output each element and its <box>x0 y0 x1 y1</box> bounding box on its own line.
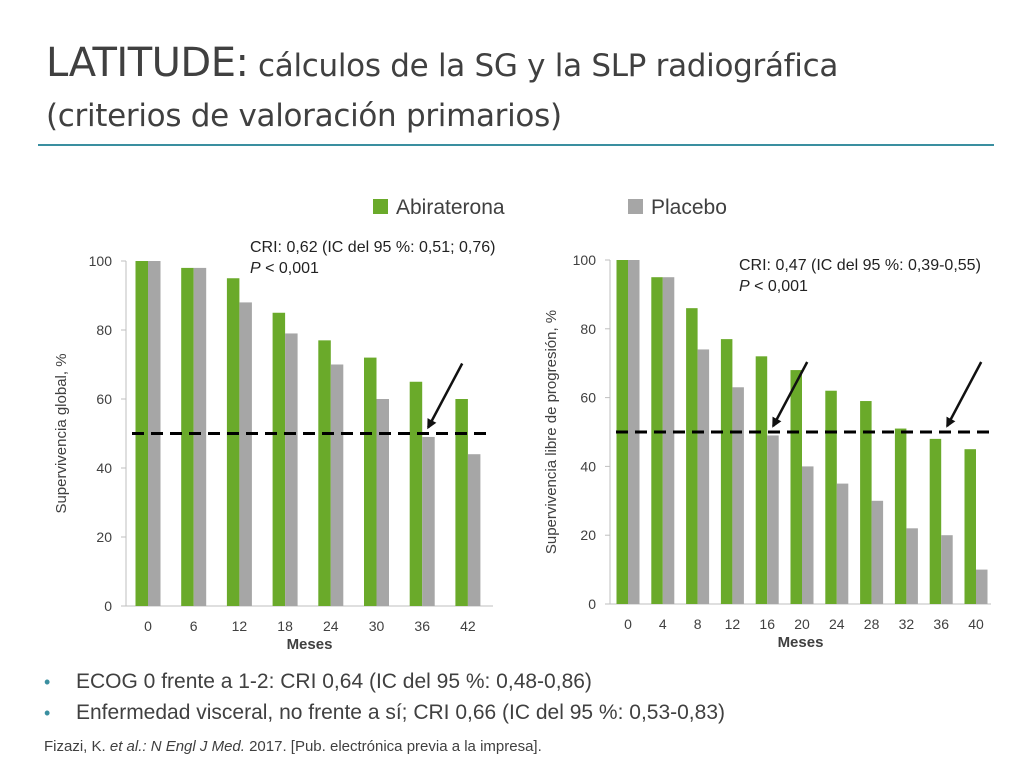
right-y-tick-label: 100 <box>573 252 597 268</box>
right-x-tick-label: 32 <box>899 616 915 632</box>
right-chart-annotation: CRI: 0,47 (IC del 95 %: 0,39-0,55) P < 0… <box>739 255 981 297</box>
title-divider <box>38 144 994 146</box>
right-bar-abiraterona <box>860 401 872 604</box>
left-bar-placebo <box>330 364 344 606</box>
left-x-axis-title: Meses <box>287 636 333 653</box>
bullet-item: • Enfermedad visceral, no frente a sí; CR… <box>44 697 725 728</box>
left-bar-abiraterona <box>364 357 377 606</box>
right-bar-abiraterona <box>651 277 663 604</box>
right-y-tick-label: 40 <box>580 458 596 474</box>
right-bar-placebo <box>732 387 744 604</box>
legend-swatch-placebo <box>628 198 643 214</box>
slide-title: LATITUDE: cálculos de la SG y la SLP rad… <box>46 38 996 141</box>
title-colon: : <box>235 40 249 86</box>
right-y-tick-label: 0 <box>588 596 596 612</box>
legend-swatch-abiraterona <box>373 198 388 214</box>
left-bar-placebo <box>285 333 298 606</box>
right-bar-placebo <box>941 535 953 604</box>
left-y-tick-label: 40 <box>96 460 112 476</box>
right-p-value: P < 0,001 <box>739 278 808 295</box>
right-x-tick-label: 8 <box>694 616 702 632</box>
left-x-tick-label: 0 <box>144 618 152 634</box>
legend-item-abiraterona: Abiraterona <box>373 196 505 224</box>
right-bar-placebo <box>871 500 884 604</box>
right-bar-placebo <box>767 435 779 604</box>
right-x-tick-label: 28 <box>864 616 880 632</box>
legend-label-abiraterona: Abiraterona <box>396 196 505 219</box>
left-y-tick-label: 20 <box>96 529 112 545</box>
left-p-value: P < 0,001 <box>250 260 319 277</box>
right-bar-abiraterona <box>894 428 907 604</box>
legend-item-placebo: Placebo <box>628 196 727 224</box>
left-bar-abiraterona <box>409 381 423 606</box>
bullet-dot-icon: • <box>44 703 51 723</box>
left-y-axis-title: Supervivencia global, % <box>53 353 70 513</box>
title-brand: LATITUDE <box>46 40 236 86</box>
right-x-tick-label: 0 <box>624 616 632 632</box>
left-y-tick-label: 60 <box>96 391 112 407</box>
left-bar-placebo <box>376 399 389 606</box>
left-x-tick-label: 18 <box>277 618 293 634</box>
right-bar-placebo <box>628 260 640 604</box>
right-x-tick-label: 16 <box>759 616 775 632</box>
right-y-tick-label: 60 <box>580 390 596 406</box>
left-x-tick-label: 24 <box>323 618 339 634</box>
right-bar-abiraterona <box>825 390 837 604</box>
right-x-axis-title: Meses <box>778 634 824 651</box>
left-bar-abiraterona <box>226 278 240 606</box>
citation: Fizazi, K. et al.: N Engl J Med. 2017. [… <box>44 738 542 755</box>
left-y-tick-label: 0 <box>104 598 112 614</box>
left-bar-abiraterona <box>181 267 194 606</box>
left-chart-annotation: CRI: 0,62 (IC del 95 %: 0,51; 0,76) P < … <box>250 237 495 279</box>
right-bar-abiraterona <box>686 308 698 604</box>
left-bar-placebo <box>193 267 207 606</box>
left-bar-abiraterona <box>455 399 468 606</box>
left-x-tick-label: 6 <box>190 618 198 634</box>
right-y-axis-title: Supervivencia libre de progresión, % <box>543 310 560 554</box>
right-bar-abiraterona <box>720 339 733 604</box>
left-bar-abiraterona <box>318 340 331 606</box>
right-x-tick-label: 24 <box>829 616 845 632</box>
right-y-tick-label: 20 <box>580 527 596 543</box>
left-x-tick-label: 36 <box>414 618 430 634</box>
left-x-tick-label: 30 <box>369 618 385 634</box>
right-x-tick-label: 36 <box>933 616 949 632</box>
right-bar-placebo <box>802 466 814 604</box>
right-x-tick-label: 20 <box>794 616 810 632</box>
right-bar-abiraterona <box>790 370 802 604</box>
left-x-tick-label: 42 <box>460 618 476 634</box>
left-y-tick-label: 100 <box>89 253 113 269</box>
right-bar-abiraterona <box>755 356 768 604</box>
bullet-dot-icon: • <box>44 672 51 692</box>
left-bar-placebo <box>239 302 252 606</box>
right-y-tick-label: 80 <box>580 321 596 337</box>
right-bar-placebo <box>662 277 675 604</box>
left-hazard-ratio: CRI: 0,62 (IC del 95 %: 0,51; 0,76) <box>250 239 496 256</box>
title-rest: cálculos de la SG y la SLP radiográfica <box>248 48 839 84</box>
bullet-item: • ECOG 0 frente a 1-2: CRI 0,64 (IC del 9… <box>44 666 725 697</box>
right-bar-placebo <box>906 528 918 604</box>
left-arrow-icon <box>427 362 464 430</box>
right-bar-abiraterona <box>964 449 976 604</box>
legend-label-placebo: Placebo <box>651 196 727 219</box>
left-bar-placebo <box>422 436 435 606</box>
right-arrow-icon <box>946 361 983 428</box>
title-line2: (criterios de valoración primarios) <box>46 98 562 134</box>
left-bar-placebo <box>467 454 481 606</box>
bullet-list: • ECOG 0 frente a 1-2: CRI 0,64 (IC del 9… <box>44 666 725 728</box>
right-arrow-icon <box>772 361 809 428</box>
right-bar-abiraterona <box>929 438 942 604</box>
left-x-tick-label: 12 <box>232 618 248 634</box>
right-x-tick-label: 4 <box>659 616 667 632</box>
right-hazard-ratio: CRI: 0,47 (IC del 95 %: 0,39-0,55) <box>739 257 981 274</box>
left-bar-abiraterona <box>272 312 286 606</box>
right-bar-placebo <box>697 349 710 604</box>
left-y-tick-label: 80 <box>96 322 112 338</box>
right-bar-placebo <box>836 483 849 604</box>
right-x-tick-label: 12 <box>725 616 741 632</box>
right-bar-placebo <box>976 569 988 604</box>
right-x-tick-label: 40 <box>968 616 984 632</box>
